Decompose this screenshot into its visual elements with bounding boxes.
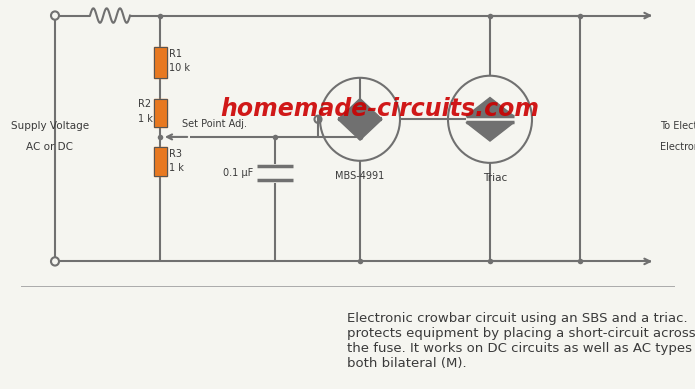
Bar xyxy=(154,47,167,78)
Text: 10 k: 10 k xyxy=(169,63,190,74)
Text: R2: R2 xyxy=(138,99,151,109)
Text: Triac: Triac xyxy=(483,173,507,183)
Polygon shape xyxy=(466,123,514,141)
Text: R1: R1 xyxy=(169,49,182,59)
Text: 1 k: 1 k xyxy=(138,114,153,124)
Text: AC or DC: AC or DC xyxy=(26,142,74,152)
Text: homemade-circuits.com: homemade-circuits.com xyxy=(220,97,539,121)
Polygon shape xyxy=(338,119,382,140)
Text: R3: R3 xyxy=(169,149,182,159)
Bar xyxy=(154,147,167,176)
Text: Set Point Adj.: Set Point Adj. xyxy=(182,119,247,129)
Text: Electronic Equipment: Electronic Equipment xyxy=(660,142,695,152)
Polygon shape xyxy=(338,98,382,119)
Text: 0.1 μF: 0.1 μF xyxy=(223,168,253,178)
Text: Supply Voltage: Supply Voltage xyxy=(11,121,89,131)
Bar xyxy=(154,47,167,78)
Text: 1 k: 1 k xyxy=(169,163,184,173)
Bar xyxy=(154,98,167,126)
Bar xyxy=(154,98,167,126)
Text: Electronic crowbar circuit using an SBS and a triac.  This circuit
protects equi: Electronic crowbar circuit using an SBS … xyxy=(348,312,695,370)
Polygon shape xyxy=(466,98,514,116)
Text: MBS-4991: MBS-4991 xyxy=(336,171,384,181)
Bar xyxy=(154,147,167,176)
Text: To Electrical Or: To Electrical Or xyxy=(660,121,695,131)
